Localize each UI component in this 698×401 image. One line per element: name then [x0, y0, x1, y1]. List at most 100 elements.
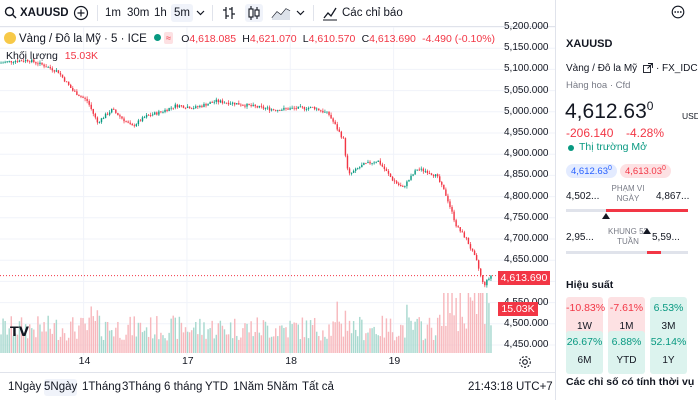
candle-body — [426, 170, 429, 174]
candle-body — [164, 109, 166, 112]
performance-6m[interactable]: 26.67% 6M — [566, 331, 603, 374]
flag-icon[interactable]: ≈ — [164, 32, 173, 44]
candle-body — [416, 169, 418, 171]
volume-bar — [482, 293, 484, 353]
volume-legend: Khối lượng 15.03K — [6, 50, 98, 62]
volume-bar — [186, 331, 189, 353]
candle-body — [475, 255, 478, 261]
range-5y[interactable]: 5Năm — [267, 381, 298, 393]
market-status[interactable]: Thị trường Mở — [579, 141, 648, 153]
candles-chart-type-icon[interactable] — [245, 4, 263, 22]
settings-gear-icon[interactable] — [518, 355, 532, 369]
candle-body — [373, 162, 375, 164]
candle-body — [447, 195, 449, 202]
range-5d[interactable]: 5Ngày — [44, 379, 78, 396]
seasonals-title[interactable]: Các chỉ số có tính thời vụ — [566, 376, 695, 388]
price-axis[interactable]: 5,200.000 5,150.000 5,100.000 5,050.000 5,00… — [500, 21, 555, 369]
day-range-bar — [566, 209, 688, 212]
interval-1h[interactable]: 1h — [154, 7, 167, 19]
candle-body — [330, 114, 332, 119]
range-1y[interactable]: 1Năm — [233, 381, 264, 393]
price-tick-label: 5,100.000 — [504, 63, 549, 75]
panel-symbol-name[interactable]: Vàng / Đô la Mỹ — [566, 63, 638, 74]
candle-body — [465, 237, 468, 239]
candle-body — [139, 120, 142, 122]
chevron-down-icon[interactable] — [196, 9, 205, 17]
price-chart[interactable] — [0, 27, 555, 369]
range-6m[interactable]: 6 tháng — [164, 381, 203, 393]
performance-1y[interactable]: 52.14% 1Y — [650, 331, 687, 374]
candle-body — [412, 174, 414, 176]
range-ytd[interactable]: YTD — [205, 381, 228, 393]
volume-bar — [221, 325, 224, 353]
candle-body — [231, 102, 234, 104]
candle-body — [184, 107, 187, 109]
candle-body — [41, 62, 43, 65]
volume-bar — [90, 306, 92, 353]
range-3m[interactable]: 3Tháng — [122, 381, 162, 393]
add-compare-icon[interactable] — [73, 5, 89, 21]
candle-body — [289, 108, 291, 110]
candle-body — [170, 107, 172, 109]
volume-bar — [6, 334, 8, 353]
candle-body — [31, 59, 33, 63]
symbol-search-button[interactable]: XAUUSD — [20, 7, 69, 19]
performance-title[interactable]: Hiệu suất — [566, 279, 614, 291]
top-toolbar: XAUUSD 1m 30m 1h 5m Các chỉ báo — [0, 0, 555, 27]
candle-body — [436, 174, 439, 177]
volume-bar — [4, 320, 6, 353]
volume-bar — [53, 323, 56, 353]
time-axis[interactable]: 14 17 18 19 — [0, 355, 500, 369]
volume-bar — [381, 315, 384, 353]
candle-body — [414, 170, 416, 175]
external-link-icon[interactable] — [643, 63, 653, 73]
candle-body — [92, 108, 94, 114]
range-1d[interactable]: 1Ngày — [8, 381, 42, 393]
panel-symbol[interactable]: XAUUSD — [566, 38, 613, 50]
candle-body — [471, 248, 474, 251]
interval-5m[interactable]: 5m — [171, 4, 193, 22]
chevron-down-icon[interactable] — [296, 9, 305, 17]
y52-range-low: 2,95... — [566, 232, 594, 243]
interval-30m[interactable]: 30m — [127, 7, 150, 19]
candle-body — [320, 110, 322, 112]
volume-bar — [484, 324, 486, 353]
price-tick-label: 5,150.000 — [504, 42, 549, 54]
interval-1m[interactable]: 1m — [105, 7, 121, 19]
search-icon[interactable] — [4, 6, 17, 19]
range-1m[interactable]: 1Tháng — [82, 381, 122, 393]
candle-body — [215, 99, 217, 102]
candle-body — [74, 90, 76, 92]
symbol-description[interactable]: Vàng / Đô la Mỹ · 5 · ICE — [19, 33, 147, 45]
range-all[interactable]: Tất cả — [302, 381, 334, 393]
price-tick-label: 4,850.000 — [504, 169, 549, 181]
candle-body — [51, 68, 53, 71]
symbol-details-panel: XAUUSD Vàng / Đô la Mỹ · FX_IDC Hàng hoa… — [555, 0, 698, 400]
price-tick-label: 5,000.000 — [504, 105, 549, 117]
candle-body — [484, 282, 486, 286]
candle-body — [377, 160, 379, 162]
candle-body — [162, 111, 164, 113]
bar-chart-type-icon[interactable] — [221, 5, 237, 21]
area-chart-type-icon[interactable] — [271, 5, 291, 21]
volume-bar — [332, 321, 334, 353]
more-options-icon[interactable] — [671, 5, 685, 19]
indicators-button[interactable]: Các chỉ báo — [342, 7, 403, 19]
performance-ytd[interactable]: 6.88% YTD — [608, 331, 645, 374]
volume-bar — [121, 339, 123, 353]
volume-bar — [215, 334, 217, 353]
clock-timezone[interactable]: 21:43:18 UTC+7 — [468, 381, 553, 393]
tradingview-logo[interactable]: 𝗧𝗩 — [10, 324, 29, 339]
volume-bar — [65, 340, 68, 353]
indicators-icon[interactable] — [322, 5, 338, 21]
candle-body — [375, 161, 377, 163]
candle-body — [477, 260, 480, 269]
candle-body — [242, 105, 244, 107]
panel-exchange[interactable]: FX_IDC — [662, 63, 698, 74]
candle-body — [33, 59, 35, 63]
candle-body — [223, 102, 226, 104]
volume-bar — [346, 330, 349, 353]
chart-canvas[interactable] — [0, 27, 555, 369]
candle-body — [102, 118, 105, 119]
volume-label[interactable]: Khối lượng — [6, 50, 58, 62]
